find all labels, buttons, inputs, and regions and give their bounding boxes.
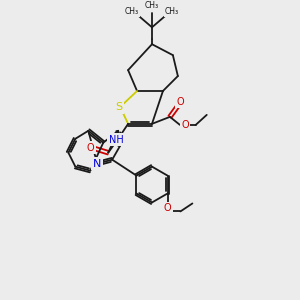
Text: CH₃: CH₃ [165, 7, 179, 16]
Text: CH₃: CH₃ [125, 7, 139, 16]
Text: O: O [181, 120, 189, 130]
Text: O: O [176, 97, 184, 107]
Text: O: O [164, 203, 171, 213]
Text: NH: NH [109, 135, 124, 145]
Text: CH₃: CH₃ [145, 1, 159, 10]
Text: N: N [93, 159, 101, 169]
Text: O: O [86, 143, 94, 153]
Text: S: S [116, 102, 123, 112]
